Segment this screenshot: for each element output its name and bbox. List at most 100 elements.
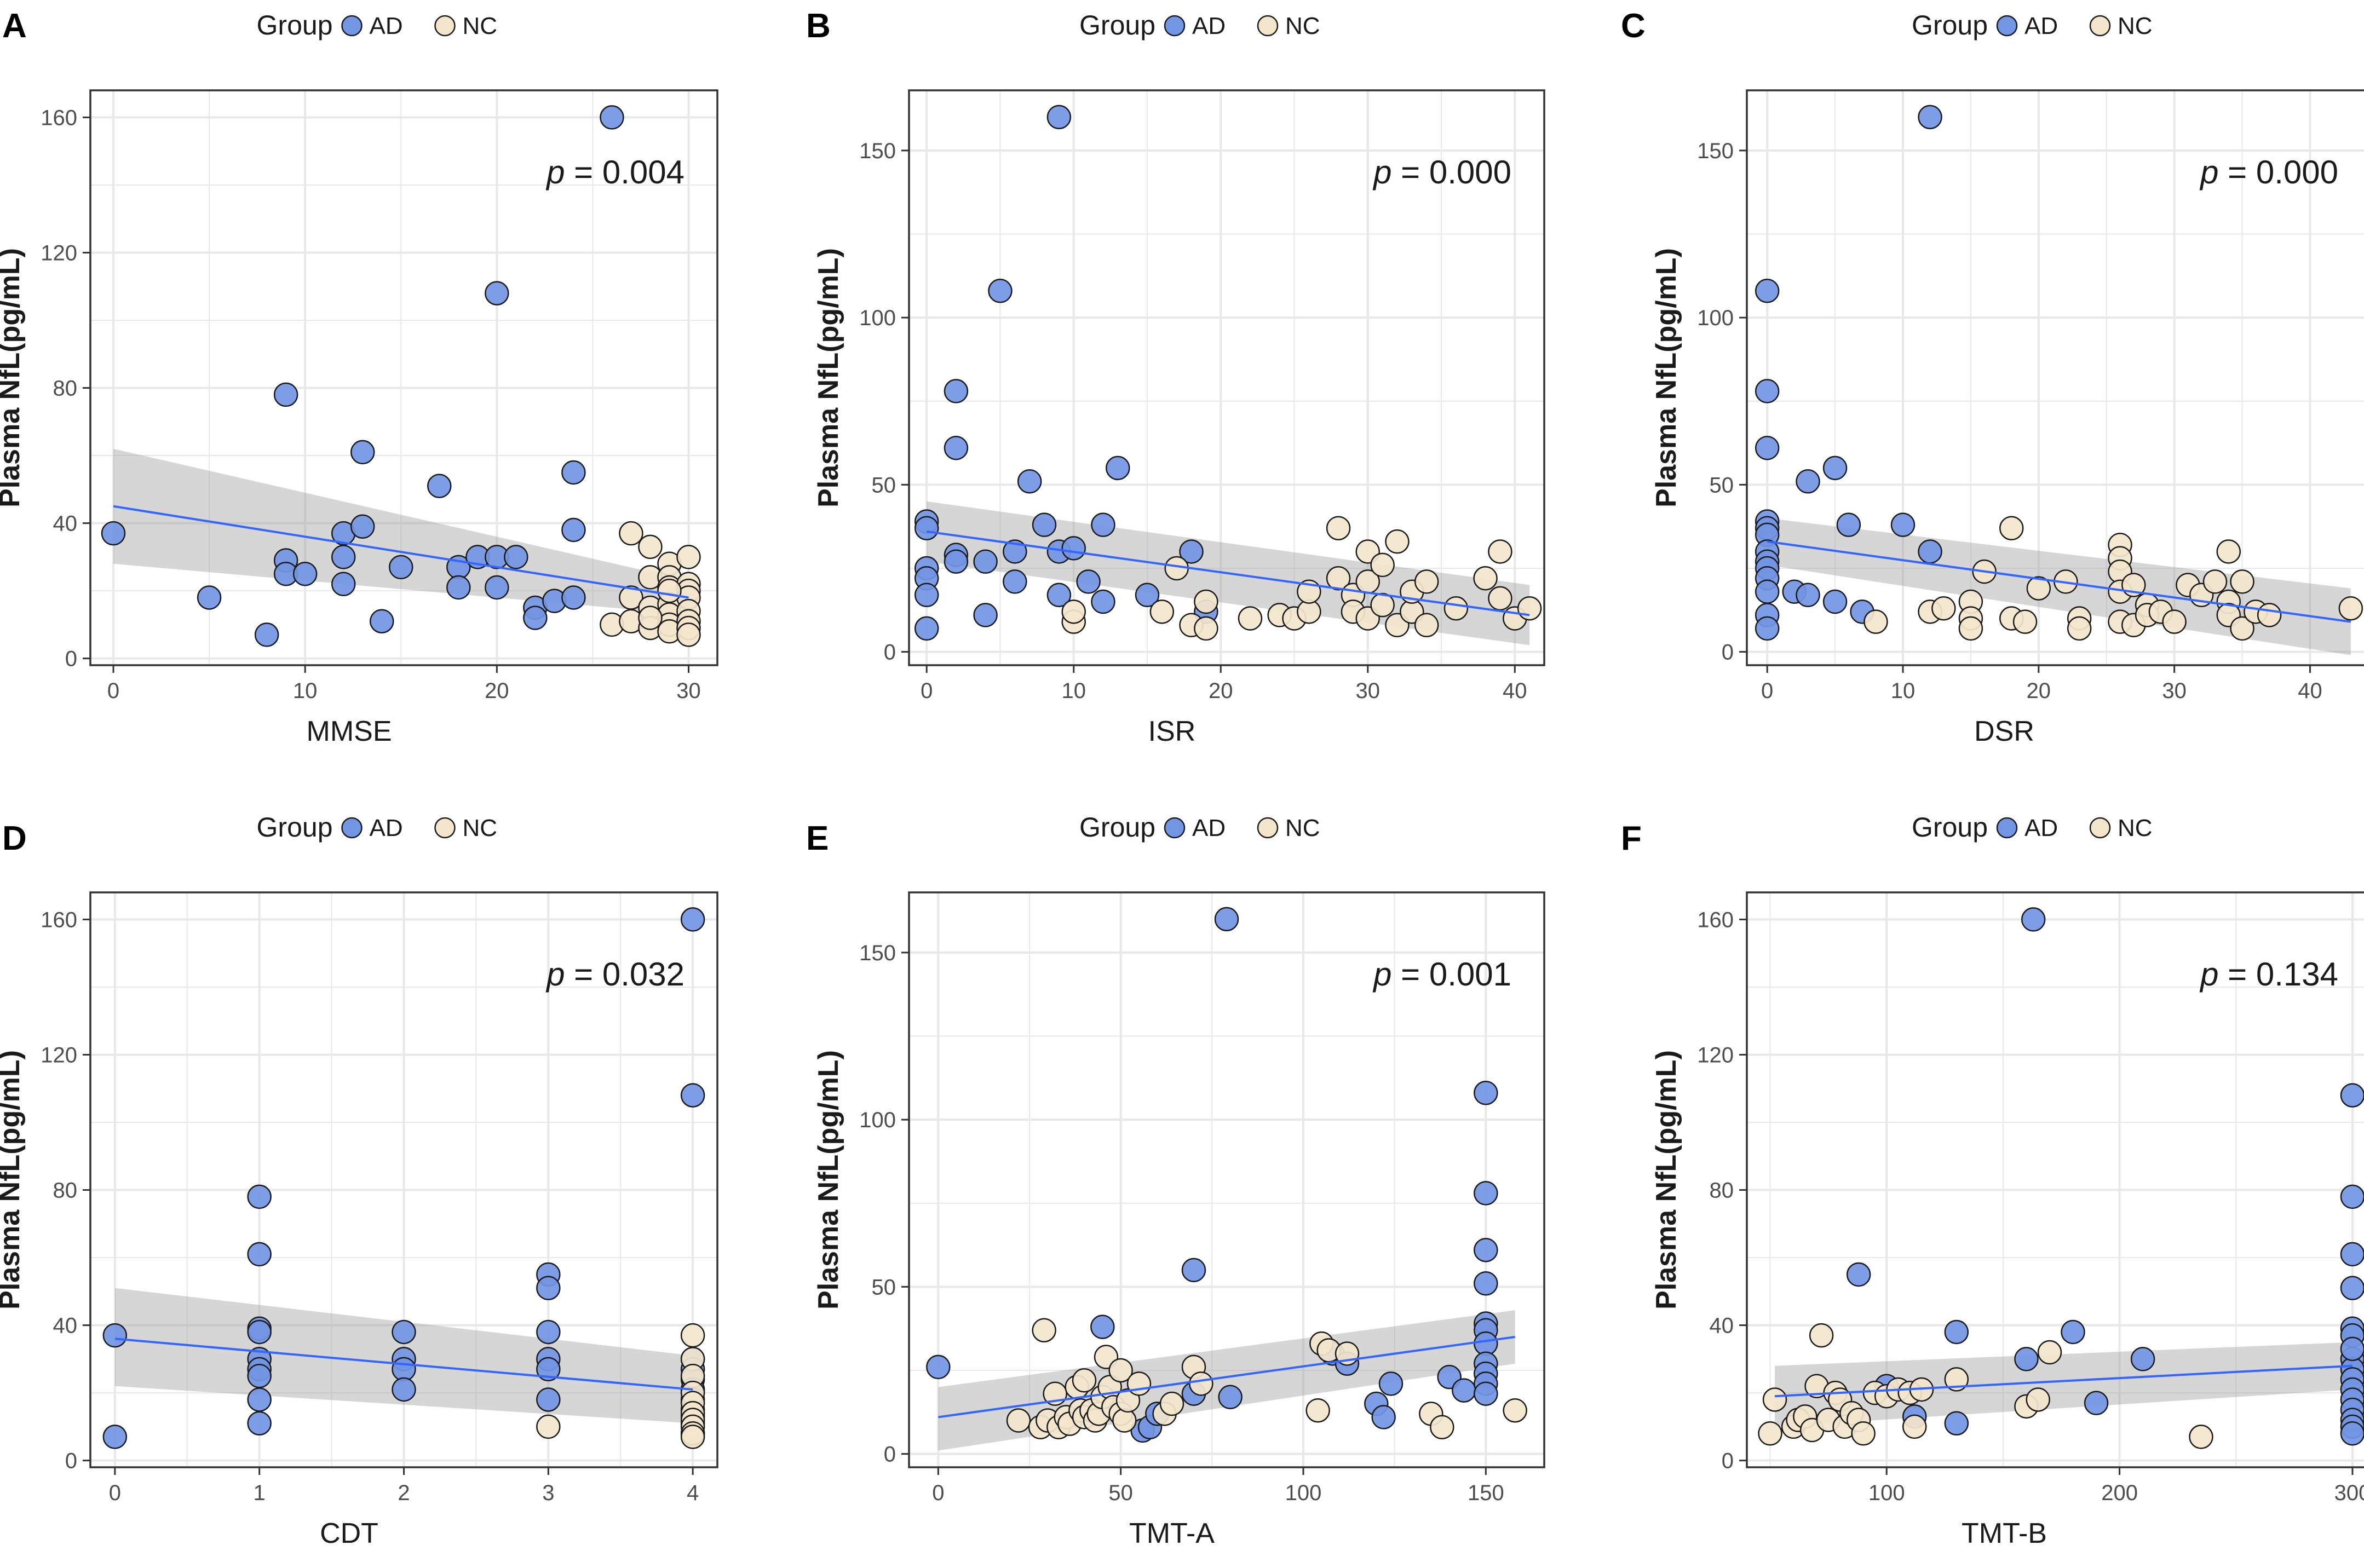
- panel-letter: C: [1621, 7, 1646, 45]
- panel-B: B Group AD NC 0 10 20 30 40 0 50 100 150 ISR Plasma Nf…: [806, 7, 1545, 747]
- x-tick-label: 3: [542, 1481, 554, 1505]
- data-point-ad: [1944, 1319, 1969, 1345]
- series-nc: [600, 521, 701, 647]
- p-value-number: = 0.000: [1391, 154, 1511, 191]
- data-point-ad: [504, 545, 528, 569]
- data-point-ad: [1106, 456, 1130, 481]
- data-point-ad: [1032, 512, 1057, 537]
- data-point-ad: [1003, 539, 1027, 564]
- data-point-ad: [427, 474, 452, 498]
- legend-label-ad: AD: [2024, 815, 2058, 841]
- x-axis-title: MMSE: [307, 716, 392, 747]
- panel-letter: D: [2, 820, 27, 857]
- p-value-symbol: p: [1372, 154, 1391, 191]
- x-axis-title: ISR: [1148, 716, 1196, 747]
- y-tick-label: 120: [41, 241, 77, 265]
- data-point-ad: [247, 1387, 272, 1412]
- regression-line: [926, 530, 1530, 616]
- data-point-nc: [1370, 592, 1395, 618]
- y-tick-label: 120: [1697, 1043, 1734, 1067]
- data-point-ad: [561, 460, 586, 485]
- data-point-nc: [1159, 1391, 1184, 1416]
- series-ad: [1846, 907, 2364, 1446]
- series-ad: [914, 105, 1218, 641]
- x-tick-label: 10: [293, 679, 318, 703]
- x-tick-label: 0: [109, 1481, 121, 1505]
- x-axis-title: CDT: [320, 1518, 378, 1549]
- legend-label-ad: AD: [370, 815, 403, 841]
- data-point-ad: [102, 1425, 128, 1449]
- y-axis-title: Plasma NfL(pg/mL): [0, 248, 26, 508]
- data-point-nc: [1443, 596, 1469, 621]
- legend-label-nc: NC: [2118, 13, 2153, 39]
- legend-key-nc: [434, 817, 456, 839]
- x-tick-label: 4: [687, 1481, 699, 1505]
- data-point-ad: [292, 561, 318, 586]
- data-point-ad: [331, 545, 356, 569]
- x-tick-label: 10: [1061, 679, 1086, 703]
- panel-border: [89, 89, 718, 666]
- data-point-ad: [1179, 539, 1204, 564]
- y-tick-label: 40: [1710, 1314, 1734, 1338]
- data-point-ad: [1003, 569, 1027, 594]
- data-point-ad: [973, 603, 998, 627]
- data-point-nc: [1473, 566, 1498, 591]
- legend-label-nc: NC: [2118, 815, 2153, 841]
- x-tick-label: 20: [485, 679, 509, 703]
- data-point-ad: [914, 583, 939, 608]
- y-tick-label: 80: [53, 377, 78, 401]
- data-point-nc: [680, 1323, 705, 1348]
- y-tick-label: 150: [859, 139, 896, 163]
- data-point-nc: [638, 534, 663, 560]
- data-point-nc: [1488, 539, 1512, 564]
- p-value-symbol: p: [545, 956, 565, 993]
- legend-label-ad: AD: [2024, 13, 2058, 39]
- y-tick-label: 50: [1710, 473, 1734, 497]
- data-point-ad: [197, 585, 222, 610]
- data-point-ad: [926, 1354, 951, 1380]
- x-tick-label: 100: [1868, 1481, 1905, 1505]
- data-point-nc: [1488, 586, 1512, 611]
- data-point-ad: [254, 622, 279, 647]
- data-point-nc: [1006, 1408, 1031, 1433]
- regression-line: [1767, 540, 2351, 623]
- legend-key-nc: [1257, 15, 1279, 37]
- y-tick-label: 40: [53, 1314, 78, 1338]
- x-tick-label: 50: [1108, 1481, 1133, 1505]
- legend-key-ad: [1164, 817, 1186, 839]
- data-point-nc: [1414, 613, 1439, 637]
- panel-border: [908, 891, 1545, 1468]
- data-point-ad: [1822, 589, 1848, 614]
- data-point-ad: [1918, 539, 1942, 564]
- legend-label-nc: NC: [1285, 13, 1320, 39]
- x-tick-label: 10: [1891, 679, 1916, 703]
- p-value-annotation: p = 0.001: [1372, 956, 1511, 993]
- data-point-ad: [392, 1377, 416, 1402]
- panel-A: A Group AD NC 0 10 20 30 0 40 80 120 160 MMSE Plasma N…: [0, 7, 718, 747]
- legend-key-ad: [1996, 15, 2018, 37]
- y-tick-label: 0: [1722, 641, 1734, 665]
- data-point-nc: [680, 1425, 705, 1449]
- x-tick-label: 0: [932, 1481, 944, 1505]
- p-value-annotation: p = 0.134: [2199, 956, 2338, 993]
- data-point-nc: [2026, 1387, 2050, 1412]
- panel-letter: F: [1621, 820, 1642, 857]
- legend-key-ad: [1164, 15, 1186, 37]
- y-tick-label: 0: [65, 1449, 77, 1473]
- legend-key-nc: [1257, 817, 1279, 839]
- p-value-annotation: p = 0.004: [545, 154, 685, 191]
- regression-line: [938, 1335, 1515, 1419]
- data-point-ad: [102, 1323, 128, 1348]
- data-point-nc: [2338, 596, 2363, 621]
- legend-key-ad: [341, 817, 363, 839]
- x-tick-label: 300: [2334, 1481, 2364, 1505]
- y-axis-title: Plasma NfL(pg/mL): [1650, 1050, 1682, 1310]
- data-point-ad: [1846, 1262, 1871, 1287]
- data-point-ad: [1046, 583, 1072, 608]
- data-point-ad: [2014, 1347, 2039, 1371]
- data-point-ad: [392, 1319, 416, 1345]
- y-tick-label: 120: [41, 1043, 77, 1067]
- data-point-ad: [369, 609, 394, 633]
- data-point-ad: [1046, 105, 1072, 130]
